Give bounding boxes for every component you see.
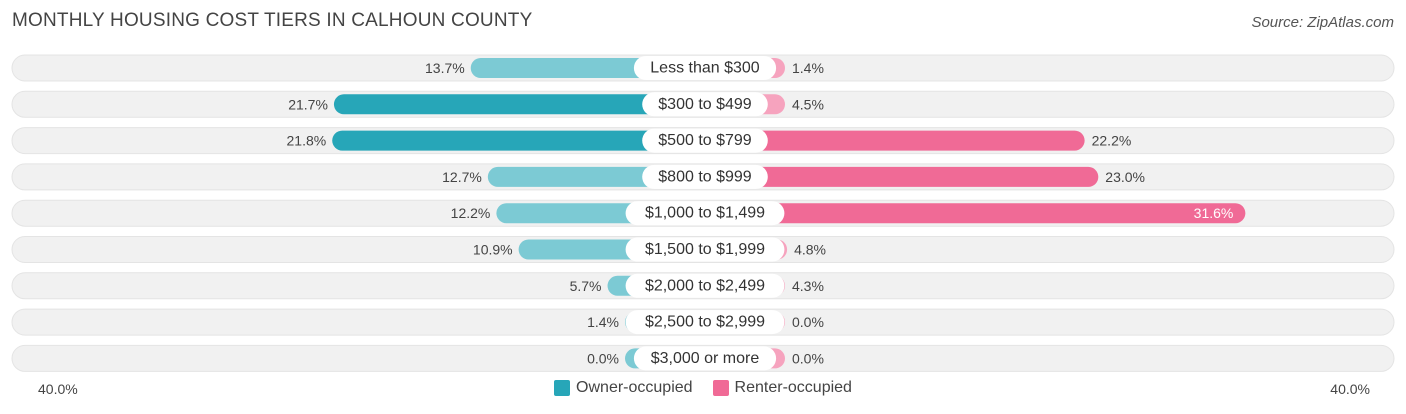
- owner-value-label: 12.7%: [442, 169, 482, 185]
- category-label: $2,000 to $2,499: [645, 277, 765, 294]
- category-pill: [625, 273, 785, 298]
- owner-value-label: 10.9%: [473, 242, 513, 258]
- renter-swatch: [712, 380, 729, 396]
- category-label: $500 to $799: [658, 132, 752, 149]
- renter-bar: [705, 203, 1246, 224]
- renter-value-label: 4.8%: [794, 242, 826, 258]
- renter-value-label: 4.5%: [792, 96, 824, 112]
- category-label: $1,000 to $1,499: [645, 205, 765, 222]
- renter-value-label: 4.3%: [792, 278, 824, 294]
- category-label: $3,000 or more: [651, 350, 760, 367]
- owner-bar: [333, 94, 705, 115]
- category-label: $2,500 to $2,999: [645, 314, 765, 331]
- legend: Owner-occupied Renter-occupied: [0, 379, 1406, 397]
- category-pill: [633, 56, 777, 80]
- category-pill: [625, 310, 785, 335]
- owner-value-label: 12.2%: [451, 205, 491, 221]
- owner-value-label: 13.7%: [425, 60, 465, 76]
- axis-right-label: 40.0%: [1330, 381, 1370, 397]
- renter-value-label: 31.6%: [1194, 205, 1234, 221]
- category-label: $800 to $999: [658, 168, 752, 185]
- renter-value-label: 22.2%: [1092, 133, 1132, 149]
- category-pill: [625, 237, 785, 262]
- category-pill: [642, 128, 768, 153]
- category-label: $1,500 to $1,999: [645, 241, 765, 258]
- category-pill: [642, 164, 768, 189]
- category-pill: [625, 201, 785, 226]
- owner-value-label: 21.8%: [287, 133, 327, 149]
- renter-value-label: 23.0%: [1105, 169, 1145, 185]
- owner-value-label: 0.0%: [587, 350, 619, 366]
- legend-item-owner[interactable]: Owner-occupied: [554, 379, 693, 397]
- legend-owner-label: Owner-occupied: [576, 379, 693, 396]
- category-pill: [642, 92, 768, 117]
- category-label: Less than $300: [650, 60, 760, 77]
- renter-value-label: 0.0%: [792, 350, 824, 366]
- owner-value-label: 1.4%: [587, 314, 619, 330]
- renter-value-label: 1.4%: [792, 60, 824, 76]
- owner-bar: [332, 130, 705, 151]
- legend-renter-label: Renter-occupied: [734, 379, 852, 396]
- owner-swatch: [554, 380, 571, 396]
- axis-left-label: 40.0%: [38, 381, 78, 397]
- chart-area: 13.7% 1.4% Less than $300 21.7% 4.5% $300 to …: [11, 54, 1395, 372]
- category-pill: [633, 346, 777, 371]
- chart-title: MONTHLY HOUSING COST TIERS IN CALHOUN CO…: [12, 10, 533, 31]
- owner-value-label: 5.7%: [570, 278, 602, 294]
- renter-bar: [705, 166, 1099, 187]
- category-label: $300 to $499: [658, 96, 752, 113]
- renter-bar: [705, 130, 1085, 151]
- owner-value-label: 21.7%: [288, 96, 328, 112]
- renter-value-label: 0.0%: [792, 314, 824, 330]
- source-label: Source: ZipAtlas.com: [1251, 14, 1394, 31]
- legend-item-renter[interactable]: Renter-occupied: [712, 379, 852, 397]
